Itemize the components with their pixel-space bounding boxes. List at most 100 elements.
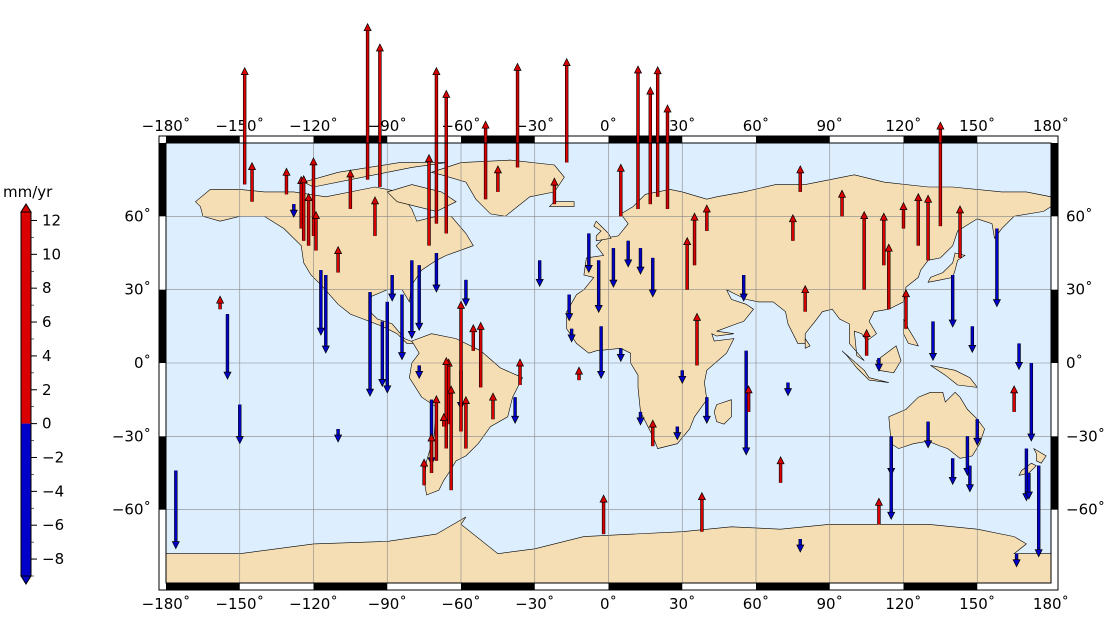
- arrow-head: [461, 395, 470, 404]
- arrow-head: [235, 436, 244, 445]
- uplift-arrow: [633, 65, 643, 209]
- arrow-head: [874, 363, 883, 372]
- arrow-head: [407, 330, 416, 340]
- uplift-arrow: [299, 175, 308, 241]
- arrow-head: [616, 353, 625, 363]
- arrow-head: [420, 458, 429, 467]
- uplift-arrow: [550, 177, 559, 205]
- subsidence-arrow: [171, 470, 180, 550]
- colorbar-bottom-arrow: [20, 575, 32, 585]
- colorbar-tick-label: −4: [42, 482, 64, 500]
- arrow-head: [636, 417, 645, 426]
- uplift-arrow: [955, 205, 965, 258]
- arrow-head: [594, 304, 603, 314]
- arrow-head: [884, 243, 893, 252]
- arrow-head: [289, 209, 298, 218]
- frame-segment: [461, 583, 535, 590]
- arrow-head: [584, 265, 593, 274]
- x-tick-label: −60˚: [441, 595, 480, 613]
- colorbar-tick-label: −6: [42, 516, 64, 534]
- arrow-head: [796, 165, 805, 174]
- arrow-head: [442, 356, 451, 365]
- arrow-head: [692, 312, 702, 321]
- subsidence-arrow: [1012, 553, 1021, 568]
- subsidence-arrow: [1027, 363, 1036, 442]
- arrow-head: [616, 163, 625, 172]
- arrow-head: [565, 313, 574, 322]
- x-tick-label: −60˚: [441, 117, 480, 135]
- arrow-head: [415, 322, 424, 331]
- x-tick-label: −180˚: [142, 595, 191, 613]
- arrow-head: [648, 289, 657, 298]
- arrow-head: [673, 432, 682, 441]
- uplift-arrow: [432, 395, 441, 461]
- uplift-arrow: [370, 196, 380, 236]
- x-tick-label: 150˚: [959, 117, 995, 135]
- subsidence-arrow: [432, 253, 441, 293]
- arrow-head: [633, 65, 643, 74]
- arrow-head: [948, 476, 957, 486]
- subsidence-arrow: [739, 275, 748, 302]
- subsidence-arrow: [397, 294, 407, 361]
- uplift-arrow: [432, 66, 441, 224]
- subsidence-arrow: [948, 275, 957, 328]
- subsidence-arrow: [928, 321, 938, 362]
- uplift-arrow: [481, 120, 490, 200]
- uplift-arrow: [469, 324, 478, 351]
- uplift-arrow: [646, 86, 655, 205]
- arrow-head: [216, 295, 225, 304]
- y-tick-label: −30˚: [112, 427, 151, 445]
- y-tick-labels-left: 60˚ 30˚ 0˚ −30˚ −60˚: [112, 207, 151, 518]
- uplift-arrow: [616, 163, 625, 217]
- arrow-head: [646, 86, 655, 95]
- arrow-head: [887, 511, 896, 520]
- arrow-head: [663, 104, 672, 113]
- y-tick-label: 60˚: [124, 207, 151, 225]
- arrow-head: [574, 366, 584, 375]
- arrow-head: [476, 321, 485, 330]
- arrow-head: [788, 214, 797, 223]
- y-tick-label: −30˚: [1066, 427, 1105, 445]
- uplift-arrow: [442, 89, 451, 234]
- arrow-head: [653, 66, 662, 75]
- frame-segment: [903, 583, 978, 590]
- arrow-head: [837, 189, 847, 198]
- subsidence-arrow: [992, 228, 1001, 308]
- arrow-head: [624, 259, 633, 268]
- subsidence-arrow: [378, 321, 387, 388]
- uplift-arrow: [420, 458, 429, 486]
- arrow-head: [365, 388, 375, 397]
- x-tick-label: 120˚: [885, 117, 921, 135]
- arrow-head: [515, 358, 525, 367]
- arrow-head: [511, 415, 520, 424]
- arrow-head: [397, 352, 407, 361]
- arrow-head: [311, 210, 321, 219]
- arrow-head: [678, 375, 687, 385]
- arrow-head: [456, 300, 466, 309]
- arrow-head: [899, 201, 908, 210]
- x-tick-label: −150˚: [215, 595, 264, 613]
- arrow-head: [346, 169, 355, 178]
- colorbar-tick-label: 4: [42, 347, 52, 365]
- arrow-head: [648, 419, 657, 428]
- uplift-arrow: [424, 153, 434, 246]
- arrow-head: [690, 212, 699, 221]
- subsidence-arrow: [321, 275, 330, 354]
- arrow-head: [424, 153, 434, 163]
- arrow-head: [636, 266, 645, 275]
- uplift-arrow: [282, 167, 291, 195]
- arrow-head: [415, 371, 424, 380]
- uplift-arrow: [427, 433, 436, 473]
- subsidence-arrow: [461, 279, 470, 307]
- frame-segment: [159, 436, 166, 510]
- uplift-arrow: [924, 194, 933, 261]
- frame-segment: [1051, 289, 1058, 363]
- subsidence-arrow: [742, 350, 751, 456]
- uplift-arrow: [702, 204, 711, 231]
- subsidence-arrow: [648, 257, 657, 298]
- x-tick-label: −90˚: [368, 117, 407, 135]
- arrow-head: [901, 289, 911, 298]
- y-tick-label: −60˚: [112, 501, 151, 519]
- frame-segment: [461, 136, 535, 143]
- colorbar-tick-label: 12: [42, 211, 61, 229]
